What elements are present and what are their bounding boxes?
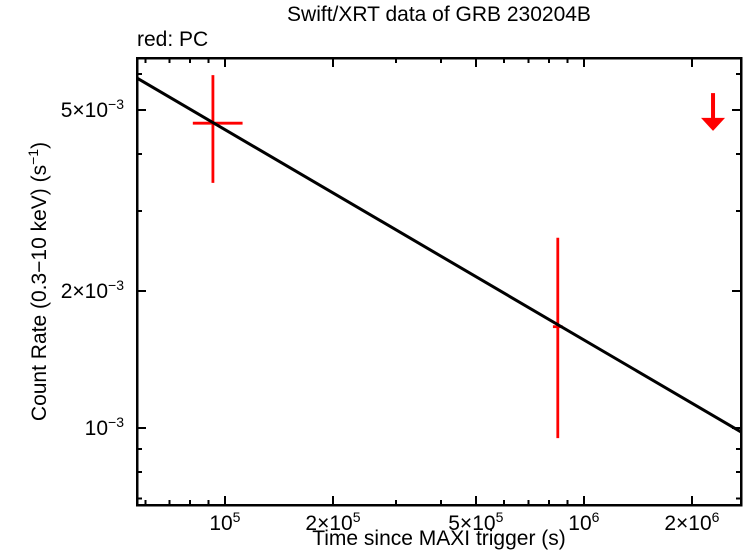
x-tick-label: 2×106 — [664, 509, 719, 535]
x-tick-label: 2×105 — [305, 509, 360, 535]
x-tick-label: 106 — [568, 509, 599, 535]
y-axis-title: Count Rate (0.3−10 keV) (s−1) — [25, 142, 51, 421]
x-tick-label: 105 — [209, 509, 240, 535]
model-fit-line — [136, 76, 742, 434]
plot-frame — [135, 56, 743, 507]
x-axis-title: Time since MAXI trigger (s) — [312, 527, 566, 550]
x-tick-label: 5×105 — [448, 509, 503, 535]
y-tick-label: 2×10−3 — [61, 277, 124, 303]
chart-title: Swift/XRT data of GRB 230204B — [287, 3, 591, 26]
upper-limit-arrow-head — [701, 117, 726, 131]
y-tick-label: 10−3 — [85, 414, 125, 440]
instrument-mode-label: red: PC — [137, 28, 209, 51]
y-tick-label: 5×10−3 — [61, 96, 124, 122]
